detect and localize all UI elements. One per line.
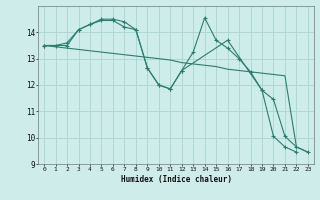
X-axis label: Humidex (Indice chaleur): Humidex (Indice chaleur) <box>121 175 231 184</box>
